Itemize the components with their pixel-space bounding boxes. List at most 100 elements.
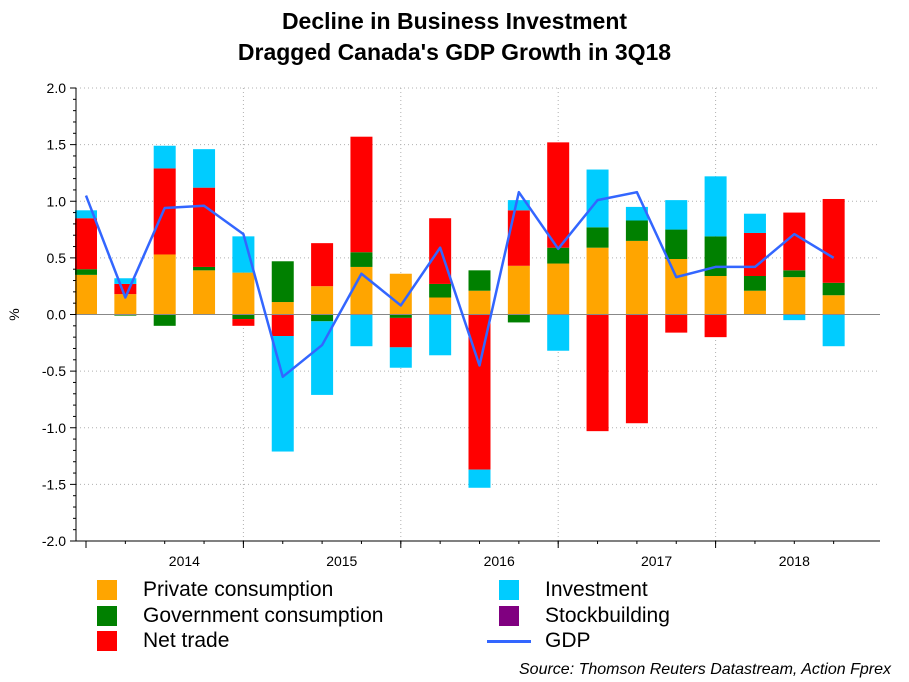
legend-swatch-stockbuilding	[499, 606, 519, 626]
bar-investment	[665, 200, 688, 230]
legend-label-government-consumption: Government consumption	[143, 604, 384, 627]
bar-investment	[271, 336, 294, 452]
bar-government-consumption	[665, 229, 688, 260]
bar-government-consumption	[350, 252, 373, 267]
y-tick-label: 0.0	[47, 307, 67, 323]
bar-net-trade	[232, 319, 255, 326]
bar-investment	[507, 200, 530, 211]
bar-investment	[311, 321, 334, 395]
bar-net-trade	[153, 168, 176, 255]
bar-private-consumption	[704, 275, 727, 315]
bar-private-consumption	[389, 273, 412, 315]
bar-government-consumption	[547, 247, 570, 264]
bar-private-consumption	[193, 270, 216, 315]
bar-net-trade	[389, 317, 412, 348]
x-year-label: 2017	[641, 553, 672, 569]
bar-government-consumption	[783, 270, 806, 278]
bar-private-consumption	[114, 294, 137, 315]
bar-net-trade	[271, 314, 294, 337]
y-tick-label: 0.5	[47, 250, 67, 266]
bar-investment	[586, 169, 609, 228]
legend-swatch-net-trade	[97, 631, 117, 651]
legend-label-investment: Investment	[545, 578, 648, 601]
bar-private-consumption	[586, 247, 609, 315]
bar-investment	[468, 469, 491, 488]
bar-private-consumption	[507, 265, 530, 315]
bar-government-consumption	[429, 283, 452, 298]
bar-investment	[114, 278, 137, 284]
legend-item-investment: Investment	[499, 578, 648, 602]
bar-government-consumption	[193, 266, 216, 271]
legend-item-net-trade: Net trade	[97, 629, 229, 653]
bar-net-trade	[468, 314, 491, 470]
bar-net-trade	[75, 218, 97, 270]
bar-private-consumption	[271, 302, 294, 315]
legend-swatch-private-consumption	[97, 580, 117, 600]
x-year-label: 2016	[484, 553, 515, 569]
legend-label-stockbuilding: Stockbuilding	[545, 604, 670, 627]
bar-net-trade	[547, 142, 570, 248]
source-note: Source: Thomson Reuters Datastream, Acti…	[519, 661, 891, 678]
bar-net-trade	[743, 232, 766, 276]
bar-net-trade	[783, 212, 806, 271]
bar-investment	[822, 314, 845, 347]
legend-label-gdp: GDP	[545, 629, 591, 652]
y-tick-label: 2.0	[47, 80, 67, 96]
bar-government-consumption	[75, 269, 97, 275]
bar-investment	[743, 213, 766, 233]
bar-net-trade	[350, 136, 373, 253]
chart-title-line-2: Dragged Canada's GDP Growth in 3Q18	[237, 39, 672, 65]
bar-net-trade	[586, 314, 609, 432]
bar-private-consumption	[311, 286, 334, 315]
bar-government-consumption	[743, 275, 766, 291]
bar-investment	[232, 236, 255, 273]
bar-net-trade	[114, 283, 137, 295]
bar-investment	[389, 347, 412, 368]
bar-government-consumption	[586, 227, 609, 248]
bar-investment	[350, 314, 373, 347]
bar-private-consumption	[822, 295, 845, 315]
bar-investment	[783, 314, 806, 321]
bar-government-consumption	[468, 270, 491, 291]
bar-private-consumption	[547, 263, 570, 315]
bar-investment	[547, 314, 570, 351]
legend-swatch-government-consumption	[97, 606, 117, 626]
bar-investment	[153, 145, 176, 169]
bar-net-trade	[311, 243, 334, 287]
bar-net-trade	[625, 314, 648, 424]
legend-swatch-investment	[499, 580, 519, 600]
chart-title: Decline in Business Investment Dragged C…	[0, 6, 909, 68]
y-tick-label: -0.5	[42, 363, 66, 379]
legend-item-stockbuilding: Stockbuilding	[499, 604, 670, 628]
bar-investment	[704, 176, 727, 237]
y-tick-label: -1.0	[42, 420, 66, 436]
gdp-line	[84, 190, 835, 379]
bar-net-trade	[822, 198, 845, 283]
bar-government-consumption	[822, 282, 845, 296]
legend-swatch-gdp	[487, 639, 531, 643]
bar-private-consumption	[75, 274, 97, 315]
bar-private-consumption	[468, 290, 491, 315]
legend-item-government-consumption: Government consumption	[97, 604, 383, 628]
bar-private-consumption	[783, 277, 806, 315]
bar-net-trade	[507, 210, 530, 266]
bar-private-consumption	[665, 259, 688, 315]
bar-investment	[75, 210, 97, 219]
y-tick-label: -2.0	[42, 533, 66, 549]
bar-private-consumption	[153, 254, 176, 315]
bar-private-consumption	[625, 240, 648, 315]
legend-item-private-consumption: Private consumption	[97, 578, 333, 602]
bar-government-consumption	[114, 314, 137, 316]
bar-investment	[193, 149, 216, 188]
x-year-label: 2018	[779, 553, 810, 569]
bar-net-trade	[193, 187, 216, 267]
legend-item-gdp: GDP	[487, 629, 591, 653]
y-tick-label: 1.0	[47, 193, 67, 209]
bar-government-consumption	[389, 314, 412, 318]
bar-investment	[429, 314, 452, 356]
bar-government-consumption	[625, 220, 648, 241]
bar-government-consumption	[232, 314, 255, 320]
y-tick-label: 1.5	[47, 137, 67, 153]
bar-investment	[625, 206, 648, 221]
